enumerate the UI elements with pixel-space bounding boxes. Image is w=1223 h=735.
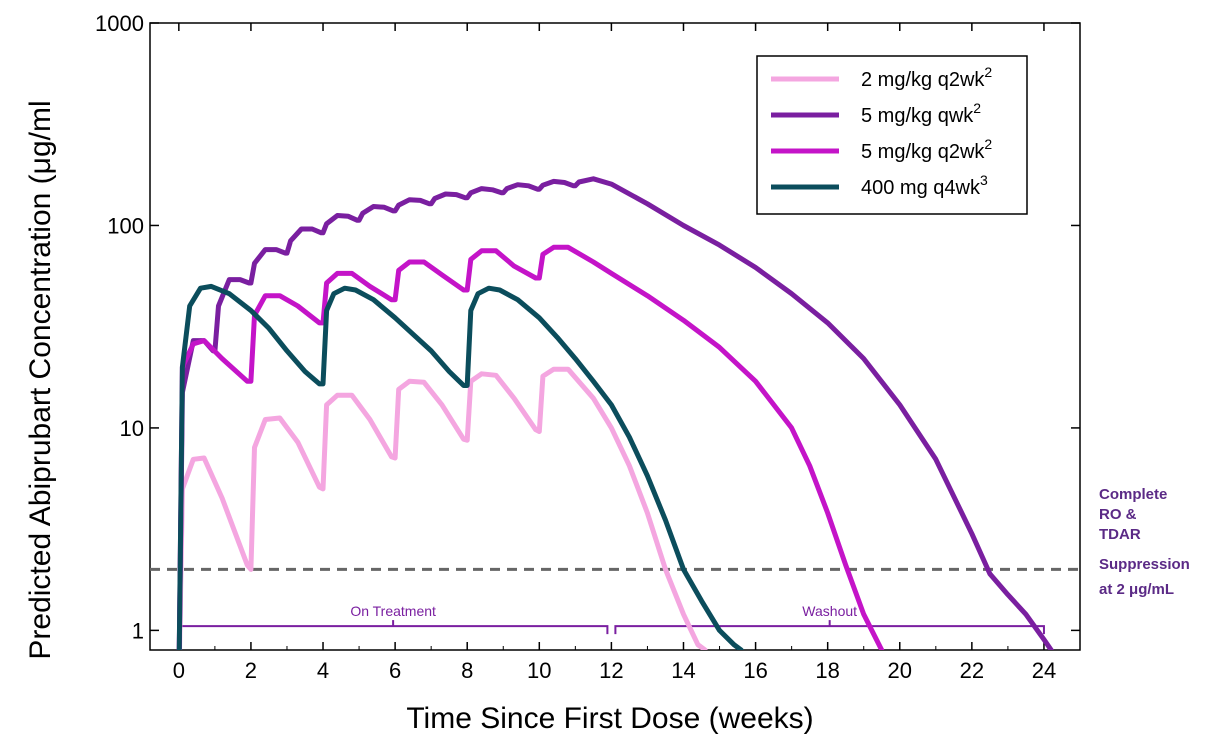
series-line [176, 176, 1054, 650]
y-tick-label: 1000 [95, 11, 144, 36]
plot-frame [149, 22, 1081, 651]
legend-label: 400 mg q4wk3 [861, 172, 988, 199]
x-axis-label: Time Since First Dose (weeks) [406, 702, 813, 735]
phase-label: Washout [802, 603, 857, 619]
phase-label: On Treatment [350, 603, 436, 619]
x-tick-label: 22 [960, 658, 984, 683]
x-tick-label: 24 [1032, 658, 1056, 683]
legend-label: 5 mg/kg q2wk2 [861, 136, 992, 163]
y-tick-label: 100 [107, 213, 144, 238]
x-tick-label: 12 [599, 658, 623, 683]
phase-bracket [614, 625, 1045, 635]
x-tick-label: 20 [888, 658, 912, 683]
x-tick-label: 6 [389, 658, 401, 683]
x-tick-label: 18 [815, 658, 839, 683]
legend-label: 5 mg/kg qwk2 [861, 100, 981, 127]
y-tick-label: 1 [132, 618, 144, 643]
x-tick-label: 2 [245, 658, 257, 683]
phase-bracket [177, 625, 609, 635]
x-tick-label: 8 [461, 658, 473, 683]
y-axis-label: Predicted Abiprubart Concentration (μg/m… [24, 100, 57, 659]
x-tick-label: 0 [173, 658, 185, 683]
x-tick-label: 16 [743, 658, 767, 683]
side-note-line: TDAR [1099, 526, 1141, 543]
series-line [176, 283, 744, 650]
side-note-line: RO & [1099, 506, 1137, 523]
series-line [177, 366, 708, 650]
y-tick-label: 10 [120, 416, 144, 441]
threshold-side-note: Complete RO & TDAR Suppression at 2 μg/m… [1099, 486, 1194, 598]
x-tick-label: 10 [527, 658, 551, 683]
side-note-line: Suppression [1099, 556, 1190, 573]
side-note-line: Complete [1099, 486, 1167, 503]
side-note-line: at 2 μg/mL [1099, 581, 1174, 598]
x-tick-label: 4 [317, 658, 329, 683]
series-line [176, 244, 885, 650]
series-group [176, 176, 1054, 650]
legend-label: 2 mg/kg q2wk2 [861, 64, 992, 91]
x-tick-label: 14 [671, 658, 695, 683]
